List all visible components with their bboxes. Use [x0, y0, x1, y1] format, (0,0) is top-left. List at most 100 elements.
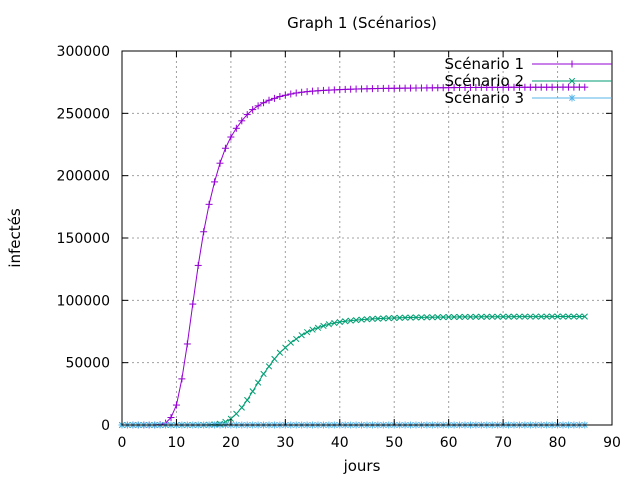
data-point	[342, 318, 349, 325]
chart-title: Graph 1 (Scénarios)	[287, 14, 437, 32]
grid	[122, 51, 612, 425]
data-point	[227, 415, 235, 422]
data-point	[581, 83, 589, 91]
series-line	[122, 86, 585, 426]
legend-marker	[568, 77, 576, 85]
y-tick-label: 50000	[65, 356, 110, 372]
data-point	[265, 96, 273, 104]
data-point	[423, 314, 431, 321]
data-point	[358, 316, 365, 323]
data-point	[249, 106, 257, 114]
data-point	[178, 375, 186, 383]
data-point	[336, 318, 343, 326]
data-point	[412, 314, 420, 321]
data-point	[391, 314, 398, 322]
data-point	[298, 88, 306, 96]
data-point	[298, 332, 305, 339]
data-point	[270, 94, 278, 102]
axis-ticks: 0 10 20 30 40 50 60 70 80 90 0 50000 100000 150000 200…	[57, 44, 621, 451]
x-tick-label: 10	[168, 435, 186, 451]
data-point	[254, 379, 262, 386]
data-point	[293, 335, 300, 343]
y-tick-label: 100000	[57, 293, 110, 309]
y-tick-label: 200000	[57, 169, 110, 185]
data-point	[369, 315, 376, 323]
data-point	[380, 315, 387, 322]
data-point	[260, 99, 268, 107]
x-tick-label: 50	[385, 435, 403, 451]
data-point	[183, 340, 191, 348]
x-tick-label: 80	[549, 435, 567, 451]
data-point	[489, 313, 496, 320]
legend-item: Scénario 3	[444, 89, 612, 107]
data-point	[483, 313, 490, 320]
data-point	[189, 300, 197, 308]
data-point	[172, 401, 180, 409]
data-point	[461, 313, 469, 321]
data-point	[281, 91, 289, 99]
data-point	[548, 313, 556, 320]
data-point	[265, 363, 273, 370]
data-point	[516, 313, 523, 320]
data-point	[559, 313, 567, 320]
x-axis-label: jours	[343, 457, 381, 475]
y-tick-label: 0	[101, 418, 110, 434]
data-point	[456, 313, 463, 321]
data-point	[363, 316, 371, 323]
data-point	[554, 313, 561, 320]
data-point	[303, 328, 311, 336]
series-1	[118, 83, 589, 429]
data-point	[440, 313, 447, 321]
y-axis-label: infectés	[6, 208, 24, 268]
data-point	[276, 349, 284, 356]
x-tick-label: 70	[494, 435, 512, 451]
data-point	[232, 124, 240, 132]
data-point	[292, 89, 300, 97]
legend-label: Scénario 2	[444, 72, 524, 90]
x-tick-label: 30	[276, 435, 294, 451]
data-point	[233, 410, 240, 417]
data-point	[538, 313, 545, 320]
data-point	[287, 90, 295, 98]
data-point	[445, 313, 452, 321]
series-line	[122, 316, 585, 426]
data-point	[467, 313, 474, 321]
data-point	[352, 317, 360, 324]
data-point	[238, 117, 246, 125]
data-point	[205, 200, 213, 208]
data-point	[576, 313, 583, 320]
legend-marker	[568, 94, 576, 102]
data-point	[260, 370, 267, 378]
legend-item: Scénario 2	[444, 72, 612, 90]
data-point	[396, 314, 403, 321]
data-point	[510, 313, 518, 320]
data-point	[243, 111, 251, 119]
data-point	[211, 178, 219, 186]
data-point	[287, 339, 294, 346]
data-point	[581, 313, 588, 320]
legend-marker	[568, 60, 576, 68]
data-point	[309, 326, 316, 333]
data-point	[244, 396, 251, 404]
data-point	[314, 324, 322, 331]
data-point	[249, 388, 256, 395]
data-point	[200, 228, 208, 236]
data-point	[347, 317, 354, 324]
x-tick-label: 60	[440, 435, 458, 451]
legend-label: Scénario 3	[444, 89, 524, 107]
y-tick-label: 150000	[57, 231, 110, 247]
data-point	[194, 261, 202, 269]
data-point	[271, 355, 278, 363]
data-point	[505, 313, 512, 320]
data-point	[521, 313, 529, 320]
data-point	[331, 319, 338, 327]
data-point	[434, 314, 441, 321]
series-layer	[118, 83, 589, 429]
x-tick-label: 0	[118, 435, 127, 451]
legend-label: Scénario 1	[444, 55, 524, 73]
data-point	[238, 404, 245, 411]
x-tick-label: 90	[603, 435, 621, 451]
data-point	[216, 159, 224, 167]
data-point	[325, 321, 333, 328]
